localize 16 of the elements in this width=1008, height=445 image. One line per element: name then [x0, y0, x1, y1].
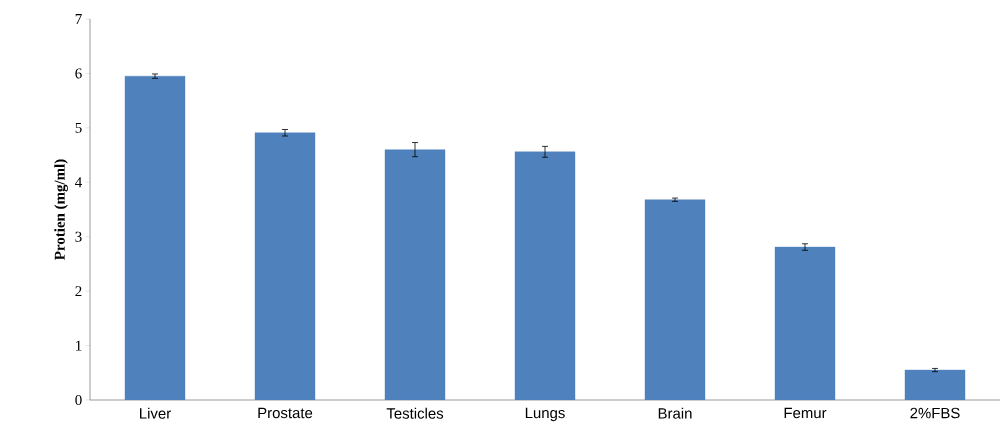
y-tick-label: 3	[75, 231, 82, 242]
y-tick-label: 4	[75, 177, 82, 188]
y-tick-label: 2	[75, 286, 82, 297]
x-tick-label: Lungs	[525, 407, 565, 422]
x-tick-label: 2%FBS	[910, 407, 960, 419]
y-axis-title: Protien (mg/ml)	[54, 159, 68, 260]
x-tick-label: Liver	[140, 407, 171, 419]
x-tick-label: Prostate	[258, 407, 313, 419]
y-tick-label: 0	[75, 394, 82, 406]
y-tick-label: 1	[76, 340, 82, 351]
x-tick-label: Testicles	[386, 407, 444, 419]
y-tick-label: 7	[75, 14, 82, 24]
x-tick-label: Femur	[784, 407, 827, 419]
y-tick-label: 5	[75, 122, 82, 133]
x-tick-label: Brain	[658, 407, 692, 419]
y-tick-label: 6	[75, 68, 82, 79]
